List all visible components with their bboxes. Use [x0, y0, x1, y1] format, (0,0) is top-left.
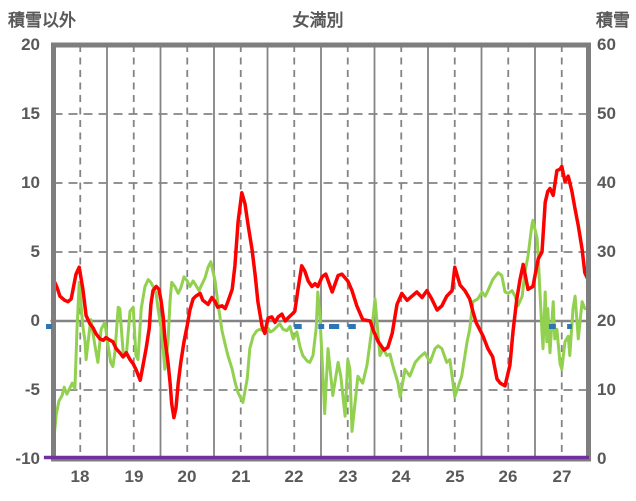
- left-axis-tick: 20: [21, 35, 40, 54]
- x-axis-tick: 21: [231, 467, 251, 486]
- x-axis-tick: 26: [498, 467, 518, 486]
- right-axis-tick: 40: [597, 173, 616, 192]
- right-axis-title: 積雪: [596, 11, 630, 30]
- right-axis-tick: 20: [597, 311, 616, 330]
- left-axis-tick: 5: [30, 242, 40, 261]
- x-axis-tick: 20: [177, 467, 197, 486]
- left-axis-tick: -10: [15, 449, 40, 468]
- right-axis-tick: 50: [597, 104, 616, 123]
- red-series: [51, 164, 590, 420]
- chart-title: 女満別: [292, 11, 344, 30]
- left-axis-tick: 10: [21, 173, 40, 192]
- x-axis-tick: 19: [124, 467, 144, 486]
- right-axis-tick: 0: [597, 449, 607, 468]
- left-axis-tick: -5: [24, 380, 40, 399]
- x-axis-tick: 24: [391, 467, 411, 486]
- left-axis-title: 積雪以外: [8, 11, 76, 30]
- x-axis-tick: 27: [552, 467, 572, 486]
- right-axis-tick: 30: [597, 242, 616, 261]
- right-axis-tick: 60: [597, 35, 616, 54]
- x-axis-tick: 23: [338, 467, 358, 486]
- x-axis-tick: 18: [70, 467, 90, 486]
- right-axis-tick: 10: [597, 380, 616, 399]
- green-series: [52, 218, 590, 444]
- left-axis-tick: 0: [30, 311, 40, 330]
- left-axis-tick: 15: [21, 104, 40, 123]
- x-axis-tick: 22: [284, 467, 304, 486]
- x-axis-tick: 25: [445, 467, 465, 486]
